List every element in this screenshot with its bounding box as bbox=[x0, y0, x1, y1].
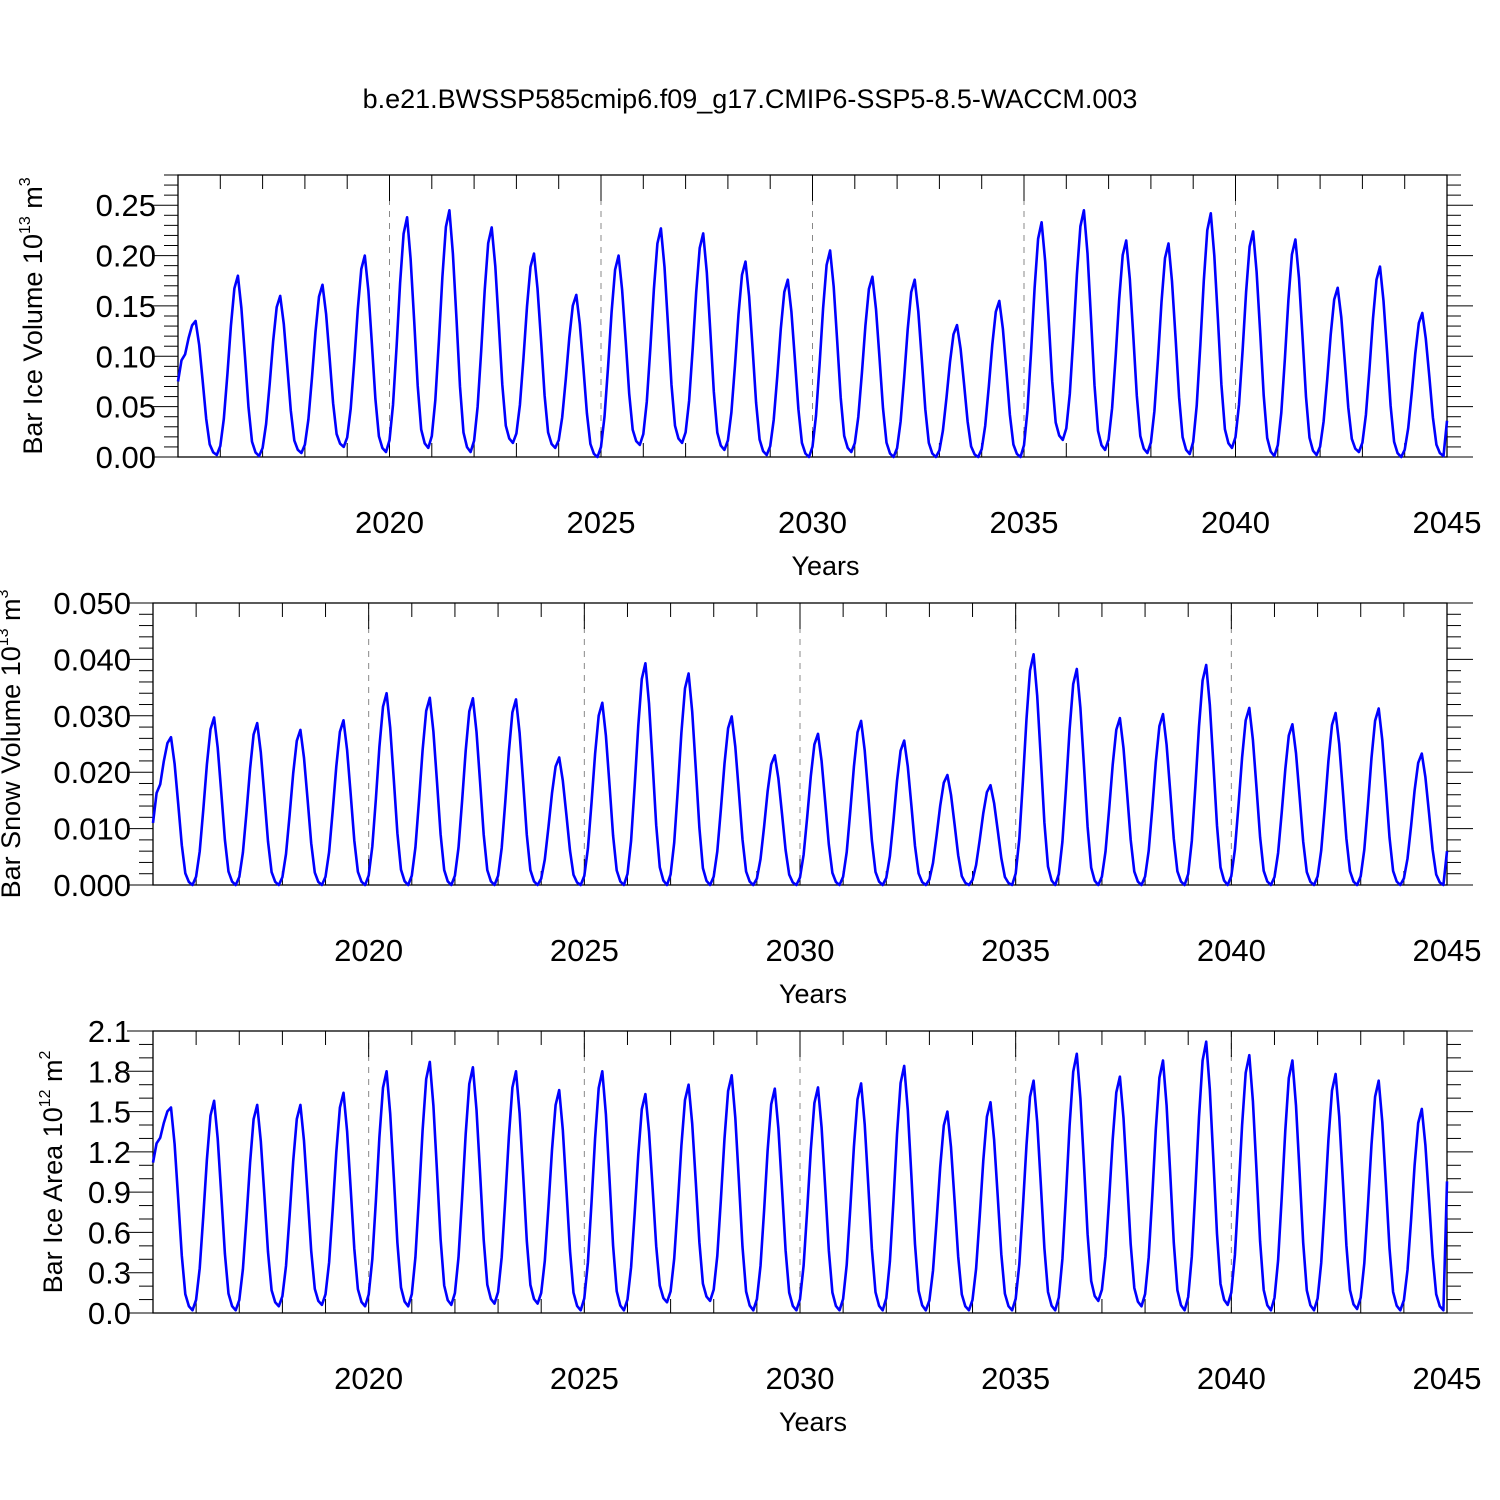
x-tick-label: 2030 bbox=[766, 1361, 835, 1396]
x-tick-label: 2035 bbox=[981, 933, 1050, 968]
series-line bbox=[151, 1040, 1449, 1312]
y-tick-label: 0.10 bbox=[96, 339, 156, 374]
panel-1: 0.00 0.05 0.10 0.15 0.20 0.25 2020 2025 2030 2035… bbox=[17, 174, 1482, 581]
y-axis-label: Bar Ice Volume 1013 m3 bbox=[17, 177, 48, 454]
y-tick-label: 0.020 bbox=[53, 755, 131, 790]
y-tick-label: 0.05 bbox=[96, 390, 156, 425]
y-tick-label: 0.0 bbox=[88, 1296, 131, 1331]
x-tick-label: 2040 bbox=[1197, 933, 1266, 968]
x-tick-label: 2025 bbox=[550, 933, 619, 968]
x-tick-label: 2035 bbox=[990, 505, 1059, 540]
series-line bbox=[151, 653, 1449, 887]
y-tick-label: 0.000 bbox=[53, 868, 131, 903]
y-tick-label: 2.1 bbox=[88, 1014, 131, 1049]
x-tick-label: 2045 bbox=[1413, 505, 1482, 540]
y-tick-label: 0.010 bbox=[53, 812, 131, 847]
y-tick-label: 1.2 bbox=[88, 1135, 131, 1170]
x-tick-label: 2020 bbox=[334, 1361, 403, 1396]
y-tick-label: 0.20 bbox=[96, 239, 156, 274]
x-tick-label: 2040 bbox=[1197, 1361, 1266, 1396]
x-axis-label: Years bbox=[779, 1407, 847, 1437]
y-tick-label: 0.15 bbox=[96, 289, 156, 324]
x-tick-label: 2025 bbox=[567, 505, 636, 540]
y-tick-label: 0.6 bbox=[88, 1215, 131, 1250]
y-tick-label: 0.00 bbox=[96, 440, 156, 475]
y-tick-label: 0.3 bbox=[88, 1256, 131, 1291]
x-tick-label: 2025 bbox=[550, 1361, 619, 1396]
y-tick-label: 1.8 bbox=[88, 1054, 131, 1089]
x-tick-label: 2040 bbox=[1201, 505, 1270, 540]
chart-title: b.e21.BWSSP585cmip6.f09_g17.CMIP6-SSP5-8… bbox=[362, 84, 1138, 114]
y-axis-label: Bar Ice Area 1012 m2 bbox=[37, 1050, 68, 1293]
x-tick-label: 2035 bbox=[981, 1361, 1050, 1396]
y-tick-label: 0.050 bbox=[53, 586, 131, 621]
plot-frame bbox=[152, 1030, 1448, 1314]
y-tick-label: 0.030 bbox=[53, 699, 131, 734]
y-tick-label: 1.5 bbox=[88, 1095, 131, 1130]
plot-frame bbox=[177, 174, 1448, 458]
x-tick-label: 2020 bbox=[334, 933, 403, 968]
panel-3: 0.0 0.3 0.6 0.9 1.2 1.5 1.8 2.1 2020 2025 2030 2035… bbox=[37, 1014, 1481, 1437]
series-line bbox=[176, 209, 1449, 459]
x-axis-label: Years bbox=[791, 551, 859, 581]
panel-2: 0.000 0.010 0.020 0.030 0.040 0.050 2020 2025 20… bbox=[0, 586, 1481, 1009]
y-tick-label: 0.9 bbox=[88, 1175, 131, 1210]
y-tick-label: 0.25 bbox=[96, 188, 156, 223]
x-tick-label: 2020 bbox=[355, 505, 424, 540]
x-axis-label: Years bbox=[779, 979, 847, 1009]
y-axis-label: Bar Snow Volume 1013 m3 bbox=[0, 589, 26, 898]
x-tick-label: 2045 bbox=[1413, 933, 1482, 968]
x-tick-label: 2045 bbox=[1413, 1361, 1482, 1396]
x-tick-label: 2030 bbox=[766, 933, 835, 968]
x-tick-label: 2030 bbox=[778, 505, 847, 540]
y-tick-label: 0.040 bbox=[53, 642, 131, 677]
